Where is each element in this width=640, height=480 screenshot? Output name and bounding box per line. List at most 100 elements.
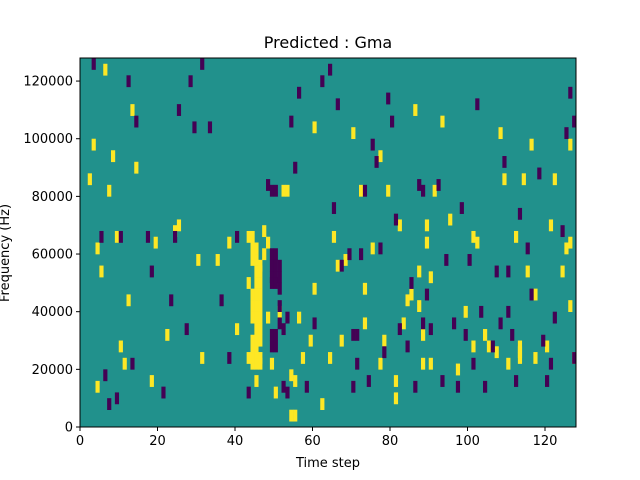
heatmap-cell-low bbox=[200, 58, 205, 70]
heatmap-cell-high bbox=[432, 184, 437, 197]
axes: 0 20 40 60 80 100 120 0 20000 40000 60000 80000 1000… bbox=[23, 57, 577, 449]
heatmap-cell-low bbox=[382, 346, 387, 359]
heatmap-cell-low bbox=[161, 386, 166, 399]
heatmap-cell-high bbox=[250, 242, 255, 255]
heatmap-cell-low bbox=[366, 375, 371, 387]
heatmap-cell-low bbox=[99, 230, 104, 243]
heatmap-cell-low bbox=[91, 58, 96, 70]
heatmap-cell-high bbox=[421, 357, 426, 370]
heatmap-cell-high bbox=[428, 271, 433, 284]
heatmap-cell-high bbox=[254, 311, 259, 324]
heatmap-cell-high bbox=[339, 334, 344, 347]
heatmap-cell-high bbox=[548, 219, 554, 232]
heatmap-cell-low bbox=[355, 328, 360, 341]
heatmap-cell-low bbox=[192, 121, 197, 134]
plot-frame bbox=[79, 57, 577, 428]
heatmap-cell-low bbox=[149, 265, 154, 278]
heatmap-cell-high bbox=[107, 184, 112, 197]
y-axis-label: Frequency (Hz) bbox=[0, 204, 13, 302]
heatmap-cell-low bbox=[320, 75, 325, 88]
heatmap-cell-low bbox=[564, 127, 569, 140]
heatmap-cell-high bbox=[250, 300, 255, 312]
heatmap-cell-high bbox=[258, 259, 263, 272]
heatmap-cell-low bbox=[184, 323, 189, 336]
heatmap-cell-low bbox=[347, 248, 352, 261]
heatmap-cell-high bbox=[471, 340, 476, 353]
heatmap-cell-high bbox=[393, 375, 399, 387]
heatmap-cell-high bbox=[250, 311, 255, 324]
heatmap-cell-low bbox=[506, 265, 511, 278]
heatmap-cell-high bbox=[176, 219, 182, 232]
heatmap-cell-high bbox=[258, 277, 263, 289]
heatmap-cell-low bbox=[281, 380, 286, 393]
heatmap-cell-low bbox=[273, 340, 278, 353]
heatmap-cell-low bbox=[266, 179, 271, 191]
heatmap-cell-low bbox=[277, 259, 282, 272]
heatmap-cell-high bbox=[196, 254, 201, 266]
x-tick-label: 20 bbox=[149, 434, 166, 449]
heatmap-cell-low bbox=[145, 230, 151, 243]
heatmap-cell-high bbox=[328, 352, 333, 364]
heatmap-cell-low bbox=[498, 317, 503, 330]
y-tick-label: 20000 bbox=[32, 363, 73, 378]
x-tick-label: 60 bbox=[304, 434, 321, 449]
heatmap-cell-low bbox=[479, 305, 484, 318]
heatmap-cell-high bbox=[494, 346, 499, 359]
heatmap-cell-high bbox=[428, 357, 433, 370]
heatmap-cell-high bbox=[258, 334, 263, 347]
heatmap-cell-high bbox=[483, 328, 488, 341]
heatmap-cell-high bbox=[560, 265, 565, 278]
heatmap-cell-low bbox=[277, 300, 282, 312]
heatmap-cell-high bbox=[424, 236, 430, 249]
heatmap-cell-high bbox=[370, 242, 375, 255]
heatmap-cell-high bbox=[246, 352, 251, 364]
heatmap-cell-high bbox=[564, 242, 569, 255]
heatmap-cell-low bbox=[529, 288, 534, 301]
heatmap-cell-low bbox=[568, 86, 573, 99]
heatmap-cell-high bbox=[506, 357, 511, 370]
heatmap-cell-low bbox=[444, 254, 449, 266]
heatmap-cell-high bbox=[254, 323, 259, 336]
heatmap-cell-high bbox=[250, 346, 255, 359]
y-tick-label: 80000 bbox=[32, 190, 73, 205]
heatmap-cell-low bbox=[273, 248, 278, 261]
heatmap-cell-high bbox=[421, 328, 426, 341]
heatmap-cell-high bbox=[378, 357, 383, 370]
heatmap-cell-high bbox=[254, 265, 259, 278]
heatmap-cell-low bbox=[506, 305, 511, 318]
heatmap-cell-high bbox=[114, 230, 120, 243]
heatmap-cell-high bbox=[254, 346, 259, 359]
heatmap-cell-high bbox=[351, 127, 356, 140]
heatmap-cell-low bbox=[269, 277, 275, 289]
heatmap-cell-low bbox=[269, 259, 275, 272]
heatmap-cell-high bbox=[463, 305, 468, 318]
heatmap-cell-high bbox=[258, 288, 263, 301]
heatmap-cell-high bbox=[215, 254, 220, 266]
heatmap-cell-high bbox=[262, 225, 267, 238]
heatmap-cell-high bbox=[335, 259, 340, 272]
heatmap-cell-high bbox=[300, 352, 306, 364]
heatmap-cell-low bbox=[285, 386, 290, 399]
heatmap-cell-high bbox=[87, 173, 92, 186]
x-tick-label: 80 bbox=[382, 434, 399, 449]
heatmap-cell-high bbox=[471, 230, 476, 243]
heatmap-cell-low bbox=[514, 375, 519, 387]
heatmap-cell-high bbox=[502, 173, 507, 186]
heatmap-cell-low bbox=[126, 75, 131, 88]
heatmap-cell-low bbox=[548, 357, 554, 370]
heatmap-cell-low bbox=[494, 265, 499, 278]
heatmap-cell-low bbox=[246, 386, 251, 399]
heatmap-cell-low bbox=[269, 340, 275, 353]
heatmap-cell-high bbox=[525, 265, 530, 278]
heatmap-cell-low bbox=[173, 230, 178, 243]
heatmap-cell-high bbox=[486, 340, 492, 353]
heatmap-cell-low bbox=[424, 288, 430, 301]
heatmap-cell-low bbox=[537, 167, 542, 180]
heatmap-cell-high bbox=[382, 334, 387, 347]
heatmap-cell-low bbox=[386, 92, 391, 105]
heatmap-cell-high bbox=[514, 230, 519, 243]
heatmap-cell-low bbox=[304, 380, 309, 393]
heatmap-cell-high bbox=[331, 230, 337, 243]
heatmap-cell-high bbox=[165, 328, 170, 341]
chart-title: Predicted : Gma bbox=[264, 33, 392, 52]
